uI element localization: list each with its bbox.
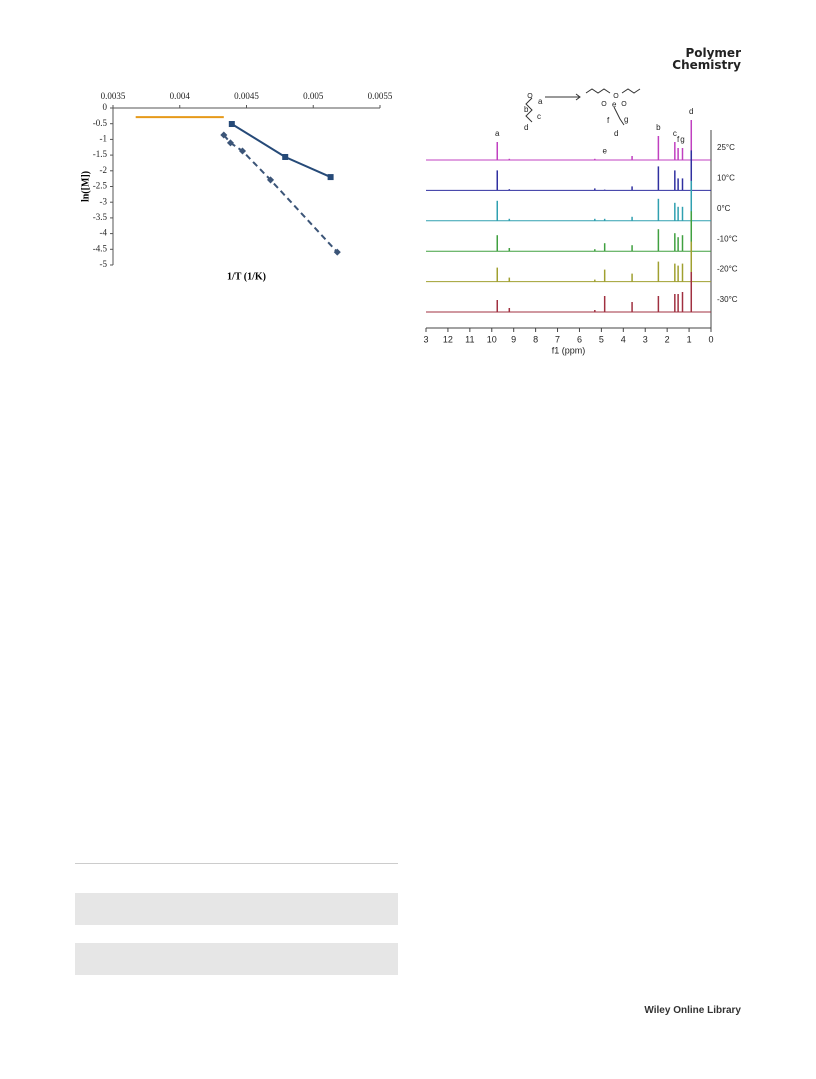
figures: 0.0035 0.004 0.0045 0.005 0.0055 0 -0.5 -1 -1.5 -… bbox=[80, 88, 738, 355]
bond bbox=[613, 106, 625, 126]
reaction-scheme bbox=[525, 88, 641, 126]
y-tick-label: -3.5 bbox=[93, 212, 108, 222]
y-tick-label: -1 bbox=[100, 133, 108, 143]
point bbox=[282, 153, 289, 160]
bond bbox=[585, 88, 611, 94]
peak-label: e bbox=[602, 147, 607, 156]
peak-label: a bbox=[495, 129, 500, 138]
y-axis-title: ln([M]) bbox=[80, 171, 91, 202]
publisher: Wiley Online Library bbox=[644, 1005, 741, 1016]
peak-label: b bbox=[656, 123, 661, 132]
x-tick-label: 12 bbox=[443, 334, 453, 344]
scheme-atom: O bbox=[527, 93, 533, 100]
point bbox=[220, 131, 228, 139]
x-tick-label: 7 bbox=[555, 334, 560, 344]
x-tick-label: 1 bbox=[687, 334, 692, 344]
point bbox=[238, 147, 247, 155]
x-tick-label: 0 bbox=[708, 334, 713, 344]
journal-name: Polymer Chemistry bbox=[672, 47, 741, 71]
x-tick-label: 2 bbox=[665, 334, 670, 344]
y-tick-label: -0.5 bbox=[93, 118, 108, 128]
legend-label: 25°C bbox=[717, 143, 735, 152]
arrow-head bbox=[575, 93, 581, 101]
peak-label: f bbox=[677, 135, 680, 144]
x-tick-label: 0.0035 bbox=[101, 91, 126, 101]
x-tick-label: 3 bbox=[643, 334, 648, 344]
journal-line: Chemistry bbox=[672, 58, 741, 72]
scheme-label: c bbox=[537, 112, 541, 121]
peak-label: c bbox=[673, 129, 677, 138]
point bbox=[266, 176, 275, 184]
bond bbox=[525, 97, 533, 123]
x-tick-label: 6 bbox=[577, 334, 582, 344]
y-tick-label: -2 bbox=[100, 165, 108, 175]
table-band bbox=[75, 943, 398, 975]
y-tick-label: -4.5 bbox=[93, 243, 108, 253]
scheme-atom: O bbox=[601, 101, 607, 108]
point bbox=[327, 174, 334, 181]
x-axis-title: 1/T (1/K) bbox=[227, 271, 266, 282]
peak-label: g bbox=[680, 135, 684, 144]
x-tick-label: 0.0055 bbox=[368, 91, 393, 101]
legend-label: -20°C bbox=[717, 265, 738, 274]
legend-label: -30°C bbox=[717, 295, 738, 304]
x-tick-label: 10 bbox=[487, 334, 497, 344]
y-tick-label: -4 bbox=[100, 228, 108, 238]
journal-line: Polymer bbox=[685, 46, 741, 60]
scheme-label: a bbox=[538, 97, 543, 106]
legend-label: -10°C bbox=[717, 234, 738, 243]
x-tick-label: 0.0045 bbox=[234, 91, 259, 101]
legend-label: 10°C bbox=[717, 174, 735, 183]
bond bbox=[621, 88, 641, 94]
point bbox=[333, 248, 341, 256]
scheme-label: f bbox=[607, 116, 610, 125]
x-tick-label: 0.005 bbox=[303, 91, 324, 101]
x-tick-label: 4 bbox=[621, 334, 626, 344]
scheme-label: b bbox=[524, 105, 529, 114]
scheme-label: e bbox=[612, 100, 617, 109]
series-line bbox=[231, 123, 332, 178]
scheme-atom: O bbox=[613, 93, 619, 100]
x-tick-label: 5 bbox=[599, 334, 604, 344]
x-tick-label: 9 bbox=[511, 334, 516, 344]
table-rule bbox=[75, 863, 398, 864]
x-tick-label: 3 bbox=[423, 334, 428, 344]
y-tick-label: -1.5 bbox=[93, 149, 108, 159]
x-axis-title: f1 (ppm) bbox=[552, 345, 586, 355]
scheme-atom: O bbox=[621, 101, 627, 108]
scheme-label: d bbox=[614, 129, 618, 138]
y-tick-label: -3 bbox=[100, 196, 108, 206]
y-tick-label: -2.5 bbox=[93, 181, 108, 191]
legend-label: 0°C bbox=[717, 204, 731, 213]
scheme-label: d bbox=[524, 123, 528, 132]
scheme-label: g bbox=[624, 115, 628, 124]
y-tick-label: 0 bbox=[103, 102, 108, 112]
table-band bbox=[75, 893, 398, 925]
y-tick-label: -5 bbox=[100, 259, 108, 269]
point bbox=[228, 121, 235, 128]
x-tick-label: 11 bbox=[465, 334, 474, 344]
peak-label: d bbox=[689, 107, 693, 116]
x-tick-label: 8 bbox=[533, 334, 538, 344]
point bbox=[226, 139, 235, 147]
x-tick-label: 0.004 bbox=[170, 91, 191, 101]
